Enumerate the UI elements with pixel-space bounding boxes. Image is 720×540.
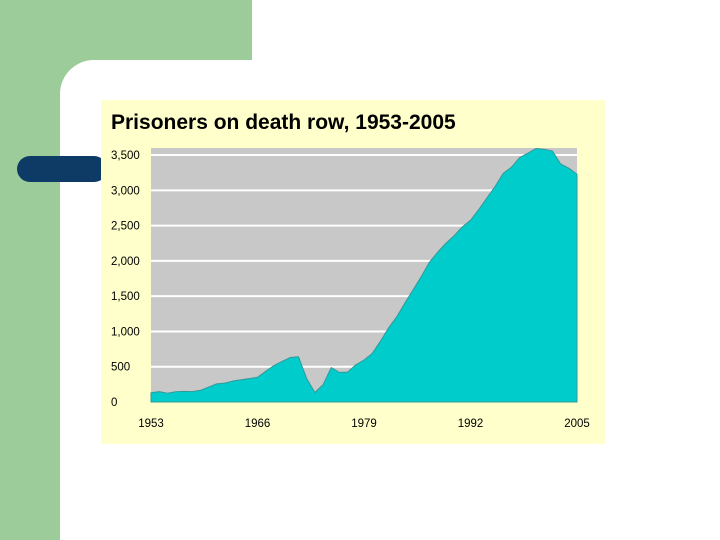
chart-card: 0 500 1,000 1,500 2,000 2,500 3,000 3,500 1953 1… (101, 100, 605, 444)
y-tick-label: 3,000 (111, 185, 140, 197)
area-series (150, 147, 578, 403)
y-tick-label: 2,000 (111, 256, 140, 268)
y-tick-label: 1,000 (111, 326, 140, 338)
y-tick-label: 500 (111, 362, 130, 374)
x-tick-label: 1992 (458, 418, 484, 430)
x-tick-label: 1953 (138, 418, 164, 430)
y-tick-label: 0 (111, 397, 117, 409)
x-tick-label: 1966 (245, 418, 271, 430)
x-axis-tick-labels: 1953 1966 1979 1992 2005 (138, 418, 590, 430)
y-tick-label: 3,500 (111, 150, 140, 162)
y-axis-tick-labels: 0 500 1,000 1,500 2,000 2,500 3,000 3,500 (111, 150, 140, 409)
x-tick-label: 2005 (564, 418, 590, 430)
y-tick-label: 2,500 (111, 221, 140, 233)
y-tick-label: 1,500 (111, 291, 140, 303)
chart-title: Prisoners on death row, 1953-2005 (111, 111, 456, 134)
slide-decoration-bar (17, 156, 107, 182)
x-tick-label: 1979 (351, 418, 377, 430)
